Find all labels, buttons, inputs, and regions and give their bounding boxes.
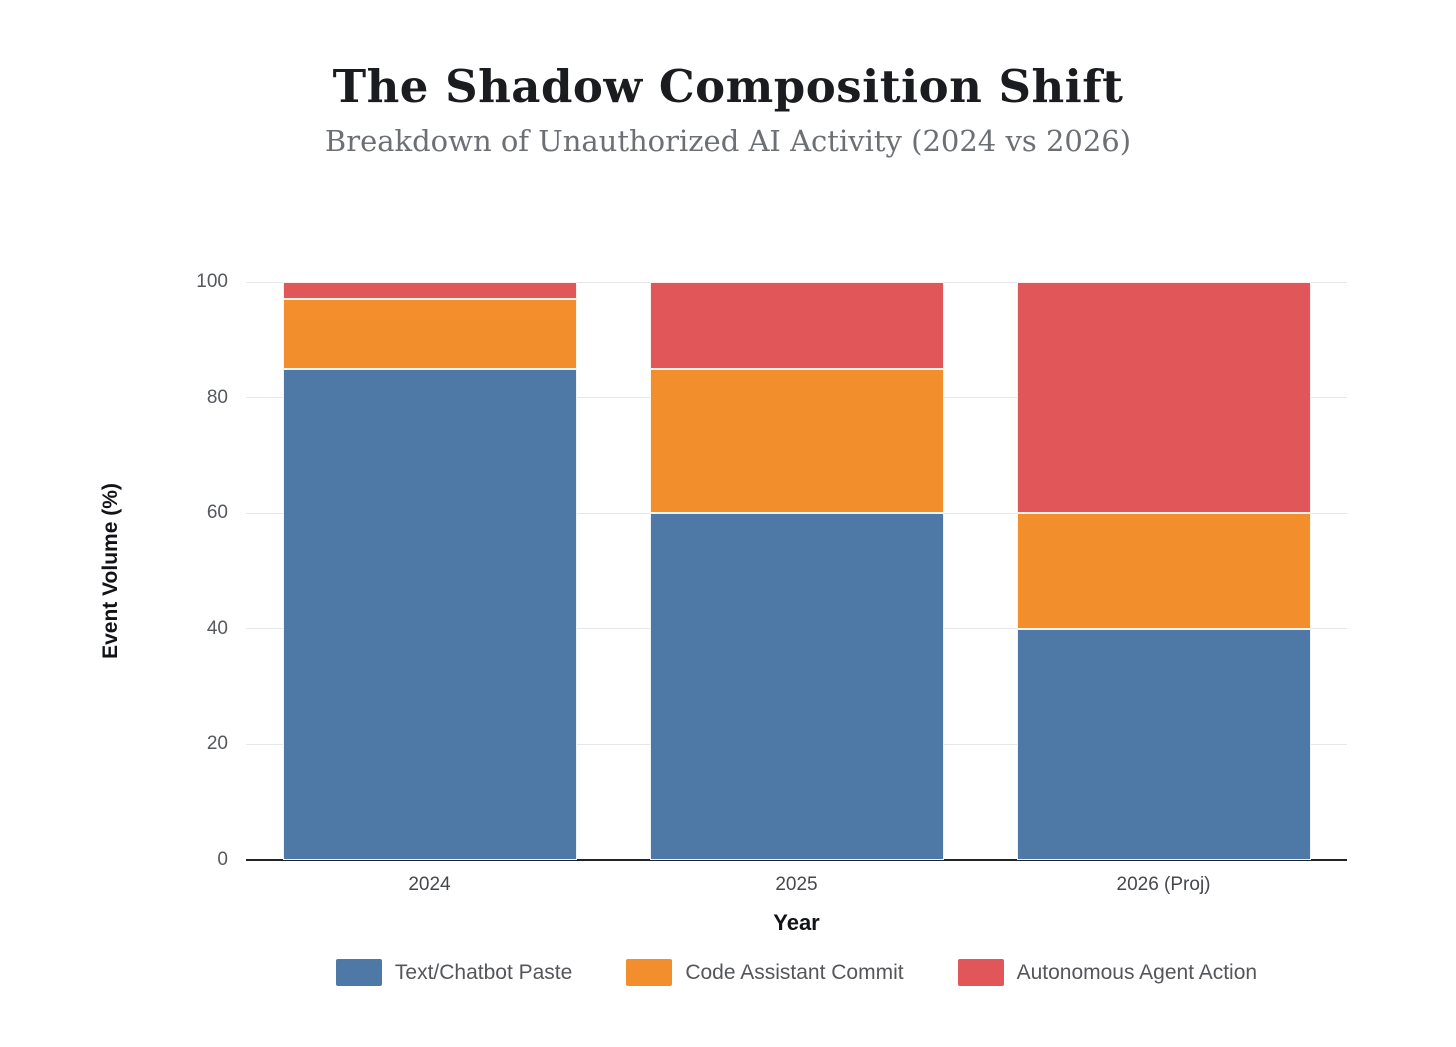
x-tick-label-2025: 2025 <box>775 874 818 895</box>
y-tick-label-20: 20 <box>206 733 228 755</box>
bar-segment-2026-proj-text-chatbot-paste <box>1016 628 1311 860</box>
y-axis-title: Event Volume (%) <box>88 282 134 860</box>
bar-segment-2024-code-assistant-commit <box>282 299 577 369</box>
legend-label-code-assistant-commit: Code Assistant Commit <box>685 960 904 984</box>
legend: Text/Chatbot Paste Code Assistant Commit A… <box>246 959 1347 986</box>
y-tick-label-100: 100 <box>196 271 228 292</box>
bar-segment-2024-text-chatbot-paste <box>282 368 577 860</box>
legend-item-text-chatbot-paste: Text/Chatbot Paste <box>335 959 573 986</box>
y-tick-label-80: 80 <box>206 386 228 408</box>
bar-segment-2026-proj-code-assistant-commit <box>1016 513 1311 629</box>
bar-segment-2025-autonomous-agent-action <box>649 282 944 369</box>
legend-label-autonomous-agent-action: Autonomous Agent Action <box>1016 960 1258 984</box>
x-axis-line <box>246 859 1347 861</box>
bar-segment-2025-code-assistant-commit <box>649 368 944 514</box>
gridline-y-100 <box>246 281 1347 283</box>
y-tick-label-40: 40 <box>206 617 228 639</box>
x-axis-title: Year <box>773 910 820 935</box>
legend-item-autonomous-agent-action: Autonomous Agent Action <box>957 959 1258 986</box>
x-tick-label-2024: 2024 <box>408 874 451 895</box>
chart-subtitle: Breakdown of Unauthorized AI Activity (2… <box>324 124 1132 158</box>
legend-swatch-autonomous-agent-action <box>957 959 1004 986</box>
bar-segment-2024-autonomous-agent-action <box>282 282 577 300</box>
legend-item-code-assistant-commit: Code Assistant Commit <box>626 959 904 986</box>
legend-swatch-text-chatbot-paste <box>335 959 382 986</box>
legend-label-text-chatbot-paste: Text/Chatbot Paste <box>394 960 573 984</box>
plot-area: 0 20 40 60 80 100 2024 2025 2026 (Proj) <box>196 271 1347 895</box>
bar-segment-2025-text-chatbot-paste <box>649 513 944 860</box>
y-axis-title-text: Event Volume (%) <box>99 483 122 659</box>
chart-title: The Shadow Composition Shift <box>332 60 1124 113</box>
y-tick-label-60: 60 <box>206 502 228 524</box>
x-tick-label-2026-proj: 2026 (Proj) <box>1116 874 1211 895</box>
legend-swatch-code-assistant-commit <box>626 959 673 986</box>
bar-segment-2026-proj-autonomous-agent-action <box>1016 282 1311 514</box>
y-tick-label-0: 0 <box>217 849 228 870</box>
